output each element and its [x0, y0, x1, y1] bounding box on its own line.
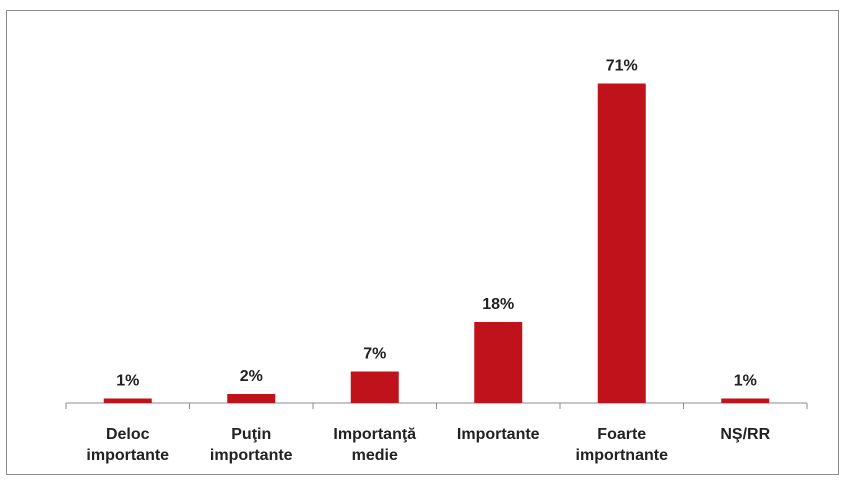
- data-label: 7%: [363, 346, 386, 363]
- category-label: Importante: [457, 426, 540, 443]
- data-label: 1%: [734, 373, 757, 390]
- data-label: 1%: [116, 373, 139, 390]
- bar: [721, 398, 770, 403]
- category-label: Deloc importante: [86, 426, 169, 464]
- bar: [350, 371, 399, 403]
- data-label: 18%: [482, 296, 514, 313]
- bar: [103, 398, 152, 403]
- data-label: 71%: [606, 58, 638, 75]
- bar: [227, 394, 276, 403]
- category-label: Importanţă medie: [333, 426, 416, 464]
- bar: [597, 83, 646, 403]
- category-label: Foarte importnante: [576, 426, 669, 464]
- bar: [474, 322, 523, 403]
- category-label: NŞ/RR: [720, 426, 770, 443]
- category-label: Puţin importante: [210, 426, 293, 464]
- data-label: 2%: [240, 368, 263, 385]
- chart-frame: [6, 10, 839, 475]
